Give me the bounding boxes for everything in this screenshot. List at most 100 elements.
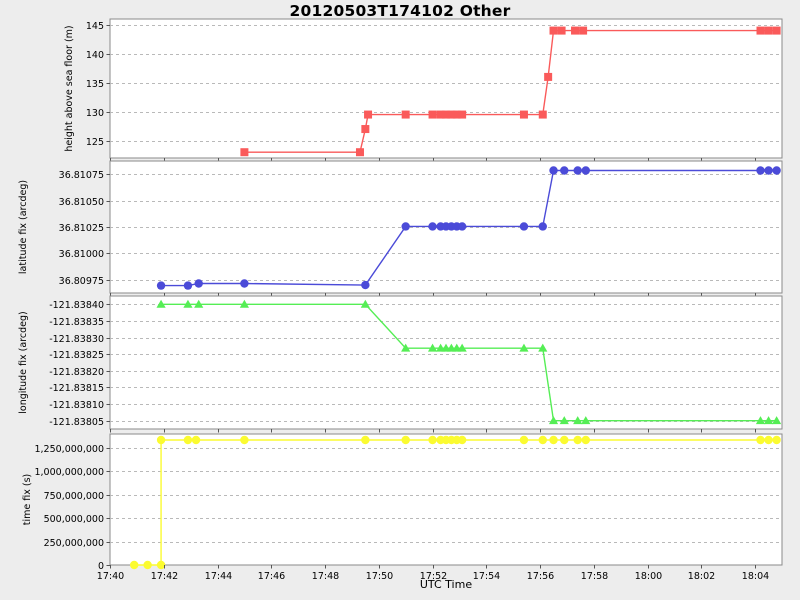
data-point (360, 299, 370, 308)
data-point (156, 299, 166, 308)
data-point (156, 281, 166, 290)
x-tick-label: 17:54 (473, 571, 500, 582)
y-tick-label: 36.81000 (59, 249, 104, 260)
x-tick-label: 17:52 (420, 571, 447, 582)
data-point (361, 435, 370, 445)
data-point (764, 26, 773, 35)
data-point (457, 222, 467, 231)
data-point (756, 435, 765, 445)
data-point (129, 560, 139, 570)
data-point (560, 166, 569, 175)
data-point (560, 435, 569, 445)
data-point (183, 299, 193, 308)
y-tick-label: 145 (86, 21, 104, 32)
page-title: 20120503T174102 Other (289, 2, 511, 20)
x-tick-label: 18:02 (688, 571, 715, 582)
panel-longitude-fix: -121.83805 -121.83810 -121.83815 -121.83820… (18, 295, 783, 433)
y-axis-label: time fix (s) (22, 474, 33, 525)
x-axis-label: UTC Time (420, 578, 472, 591)
panel-time-fix: 0 250,000,000 500,000,000 750,000,000 1,000,… (22, 433, 783, 572)
data-point (427, 343, 438, 352)
y-tick-label: 130 (86, 108, 104, 119)
x-tick-label: 17:48 (312, 571, 339, 582)
data-point (447, 110, 456, 119)
y-tick-label: -121.83805 (49, 417, 104, 428)
data-point (519, 435, 529, 445)
data-point (764, 435, 773, 445)
data-point (361, 280, 370, 290)
data-point (579, 26, 588, 35)
data-point (573, 435, 582, 445)
x-tick-label: 18:04 (742, 571, 769, 582)
data-point (581, 416, 591, 425)
panel-background-height-above-sea-floor (109, 18, 783, 159)
data-point (772, 416, 782, 425)
data-point (519, 343, 529, 352)
data-point (355, 148, 364, 157)
data-point (156, 560, 166, 570)
y-tick-label: -121.83835 (49, 317, 104, 328)
x-tick-label: 17:42 (151, 571, 178, 582)
y-tick-label: 36.81025 (59, 223, 104, 234)
data-point (549, 435, 558, 445)
data-point (401, 435, 410, 445)
data-point (772, 26, 781, 35)
data-point (772, 435, 781, 445)
data-point (457, 343, 467, 352)
y-tick-label: -121.83820 (49, 367, 104, 378)
data-point (549, 26, 558, 35)
y-tick-label: 1,250,000,000 (34, 444, 104, 455)
y-tick-label: -121.83825 (49, 350, 104, 361)
data-point (538, 343, 548, 352)
data-point (401, 343, 411, 352)
data-point (183, 435, 193, 445)
y-tick-label: -121.83810 (49, 400, 104, 411)
data-point (549, 166, 558, 175)
data-point (538, 110, 547, 119)
y-tick-label: 36.81075 (59, 170, 104, 181)
data-point (364, 110, 373, 119)
panel-height-above-sea-floor: 125 130 135 140 145 height above sea floor (m… (64, 18, 783, 162)
y-tick-label: 135 (86, 79, 104, 90)
data-point (194, 299, 204, 308)
data-point (581, 435, 590, 445)
data-point (538, 435, 547, 445)
data-point (361, 125, 370, 134)
data-point (581, 166, 590, 175)
y-tick-label: 500,000,000 (44, 514, 104, 525)
data-point (573, 416, 583, 425)
x-tick-label: 17:44 (205, 571, 232, 582)
x-tick-label: 17:50 (366, 571, 393, 582)
data-point (772, 166, 781, 175)
panel-background-time-fix (109, 433, 783, 566)
data-point (194, 279, 203, 288)
data-point (240, 279, 249, 288)
data-point (156, 435, 166, 445)
y-axis-label: height above sea floor (m) (64, 25, 75, 151)
data-point (571, 26, 580, 35)
data-point (756, 26, 765, 35)
data-point (239, 299, 249, 308)
x-tick-label: 17:56 (527, 571, 554, 582)
y-axis-label: latitude fix (arcdeg) (18, 180, 29, 274)
panel-background-longitude-fix (109, 295, 783, 430)
data-point (548, 416, 559, 425)
data-point (183, 281, 193, 290)
data-point (436, 110, 445, 119)
data-point (763, 416, 774, 425)
data-point (457, 435, 467, 445)
y-axis-label: longitude fix (arcdeg) (18, 311, 29, 413)
data-point (756, 166, 765, 175)
data-point (401, 222, 410, 231)
x-tick-label: 17:58 (581, 571, 608, 582)
x-tick-label: 18:00 (635, 571, 662, 582)
data-point (538, 222, 547, 231)
data-point (458, 110, 467, 119)
data-point (557, 26, 566, 35)
y-tick-label: 1,000,000,000 (34, 467, 104, 478)
y-tick-label: 36.81050 (59, 197, 104, 208)
data-point (544, 72, 553, 81)
data-point (755, 416, 766, 425)
data-point (191, 435, 201, 445)
